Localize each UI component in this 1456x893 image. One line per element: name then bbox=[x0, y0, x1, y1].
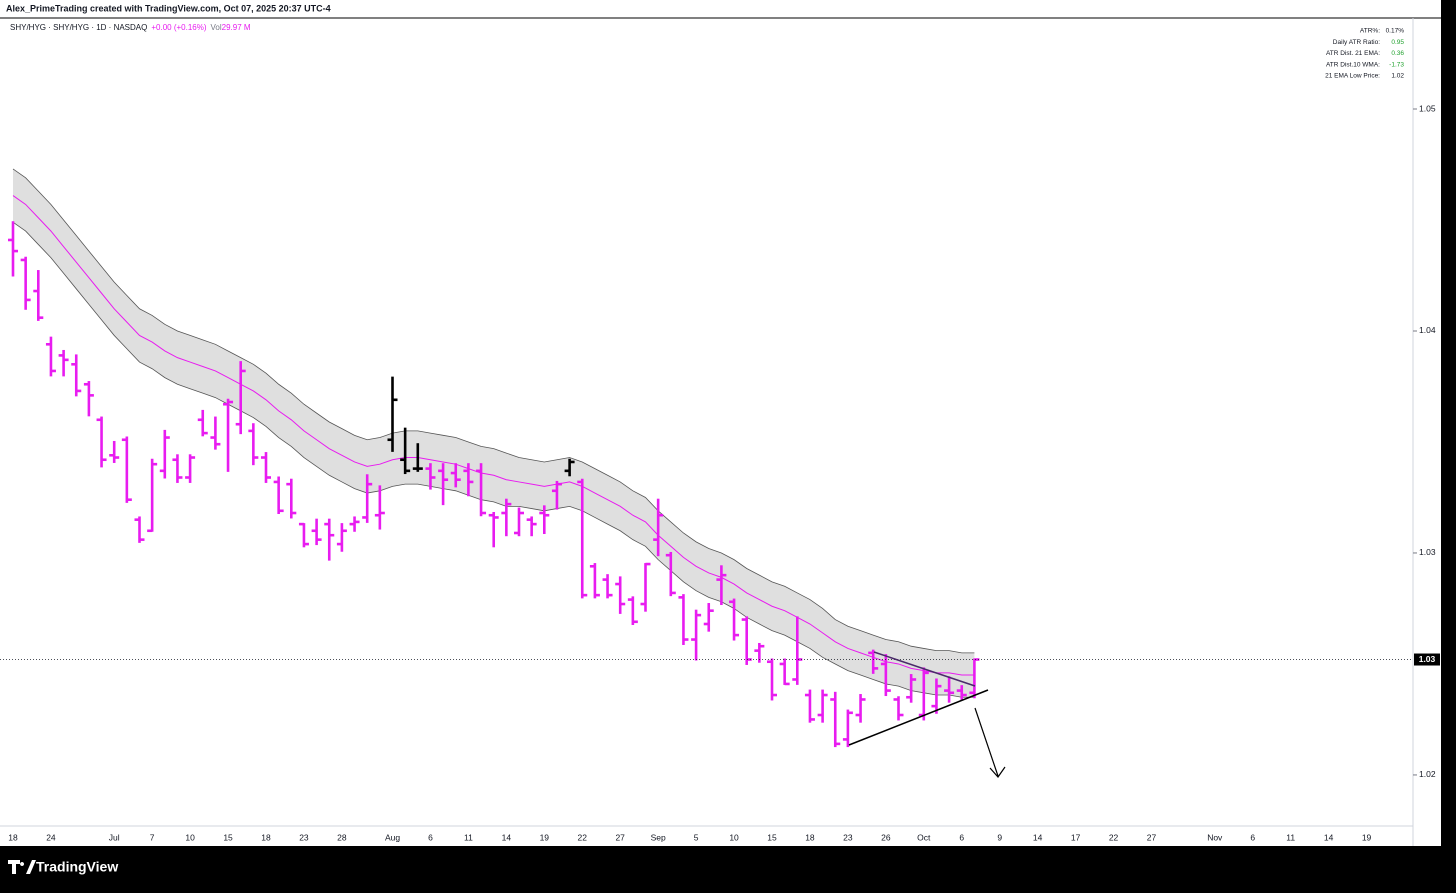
x-tick-label: 26 bbox=[881, 832, 891, 842]
stats-label: ATR Dist. 21 EMA: bbox=[1326, 50, 1380, 57]
stats-value: 0.17% bbox=[1386, 28, 1405, 35]
brand-name: TradingView bbox=[36, 859, 118, 875]
x-tick-label: 27 bbox=[1147, 832, 1157, 842]
x-tick-label: 5 bbox=[694, 832, 699, 842]
arrow-shaft bbox=[974, 707, 999, 777]
stats-value: 1.02 bbox=[1391, 73, 1404, 80]
x-tick-label: 18 bbox=[8, 832, 18, 842]
stats-value: 0.95 bbox=[1391, 39, 1404, 46]
brand: TradingView bbox=[8, 859, 118, 875]
x-tick-label: 6 bbox=[428, 832, 433, 842]
vol-value: 29.97 M bbox=[222, 23, 251, 32]
x-tick-label: 18 bbox=[805, 832, 815, 842]
x-tick-label: 17 bbox=[1071, 832, 1081, 842]
y-tick-label: 1.03 bbox=[1419, 547, 1436, 557]
x-tick-label: 14 bbox=[1324, 832, 1334, 842]
x-tick-label: Sep bbox=[651, 832, 666, 842]
x-tick-label: 24 bbox=[46, 832, 56, 842]
x-tick-label: 23 bbox=[299, 832, 309, 842]
x-tick-label: Jul bbox=[109, 832, 120, 842]
y-tick-label: 1.04 bbox=[1419, 325, 1436, 335]
x-tick-label: 15 bbox=[223, 832, 233, 842]
stats-label: ATR Dist.10 WMA: bbox=[1326, 61, 1380, 68]
x-tick-label: 10 bbox=[729, 832, 739, 842]
support-trendline bbox=[848, 689, 989, 746]
ema-line bbox=[12, 195, 975, 676]
x-tick-label: 9 bbox=[997, 832, 1002, 842]
x-tick-label: 23 bbox=[843, 832, 853, 842]
x-tick-label: 14 bbox=[1033, 832, 1043, 842]
stats-label: ATR%: bbox=[1360, 28, 1380, 35]
stats-label: Daily ATR Ratio: bbox=[1333, 39, 1380, 46]
stats-value: -1.73 bbox=[1389, 61, 1404, 68]
change: +0.00 (+0.16%) bbox=[151, 23, 206, 32]
vol-label: Vol bbox=[211, 23, 222, 32]
brand-logo bbox=[8, 860, 36, 874]
x-tick-label: 11 bbox=[464, 832, 473, 842]
x-tick-label: 15 bbox=[767, 832, 777, 842]
x-tick-label: 11 bbox=[1286, 832, 1295, 842]
symbol: SHY/HYG · SHY/HYG · 1D · NASDAQ bbox=[10, 23, 147, 32]
arrow-head bbox=[989, 766, 1006, 778]
x-tick-label: 19 bbox=[1362, 832, 1372, 842]
caption: Alex_PrimeTrading created with TradingVi… bbox=[6, 3, 331, 13]
x-tick-label: Nov bbox=[1207, 832, 1223, 842]
ema-band bbox=[13, 168, 975, 698]
x-tick-label: 7 bbox=[150, 832, 155, 842]
last-price-box bbox=[1414, 653, 1440, 666]
x-tick-label: 22 bbox=[578, 832, 588, 842]
x-tick-label: 10 bbox=[185, 832, 195, 842]
band-lower-line bbox=[12, 221, 975, 698]
resistance-trendline bbox=[873, 651, 976, 687]
x-tick-label: Aug bbox=[385, 832, 400, 842]
stats-table: ATR%: 0.17% Daily ATR Ratio: 0.95 ATR Dist. … bbox=[1320, 24, 1408, 82]
x-tick-label: 6 bbox=[959, 832, 964, 842]
x-tick-label: 18 bbox=[261, 832, 271, 842]
band-upper-line bbox=[12, 168, 975, 654]
x-tick-label: 19 bbox=[540, 832, 550, 842]
x-tick-label: 28 bbox=[337, 832, 347, 842]
y-tick-label: 1.05 bbox=[1419, 103, 1436, 113]
last-price-label: 1.03 bbox=[1419, 654, 1436, 664]
x-tick-label: 22 bbox=[1109, 832, 1119, 842]
x-tick-label: Oct bbox=[917, 832, 931, 842]
x-tick-label: 14 bbox=[502, 832, 512, 842]
stats-label: 21 EMA Low Price: bbox=[1325, 73, 1380, 80]
x-tick-label: 6 bbox=[1250, 832, 1255, 842]
stats-bg bbox=[1320, 24, 1408, 82]
plot bbox=[0, 168, 1413, 748]
y-tick-label: 1.02 bbox=[1419, 769, 1436, 779]
legend-symbol: SHY/HYG · SHY/HYG · 1D · NASDAQ +0.00 (+0… bbox=[10, 23, 251, 32]
x-tick-label: 27 bbox=[615, 832, 625, 842]
stats-value: 0.36 bbox=[1391, 50, 1404, 57]
